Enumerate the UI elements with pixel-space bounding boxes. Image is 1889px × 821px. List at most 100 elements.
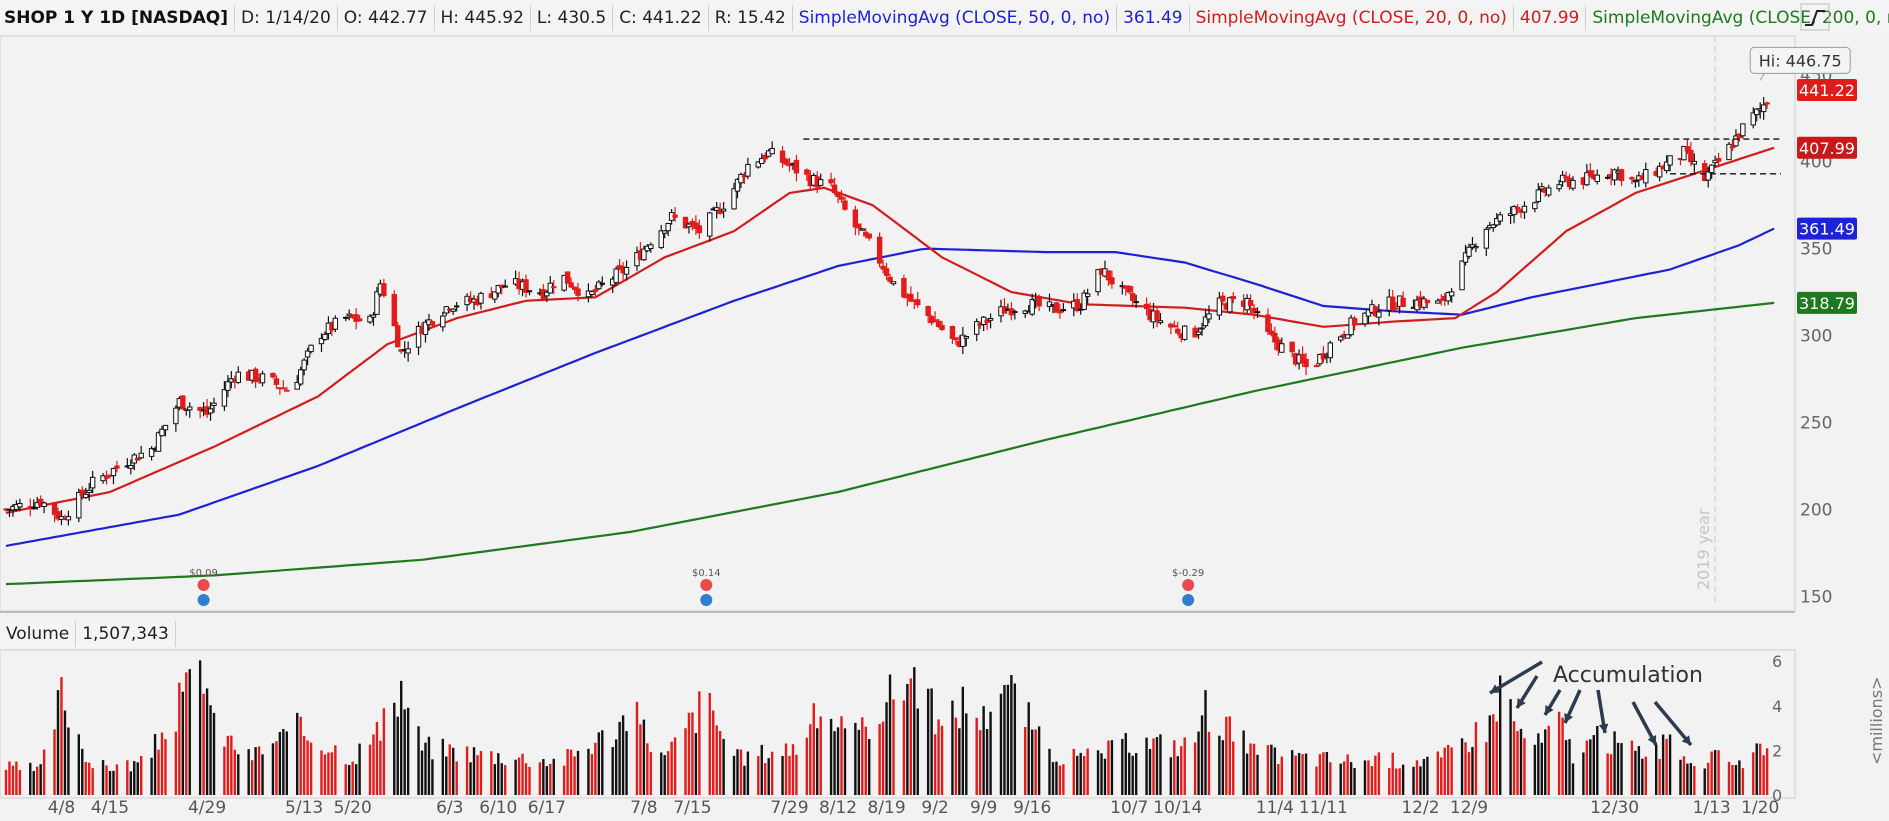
candle: [1001, 306, 1008, 314]
candle: [1126, 285, 1132, 293]
candle: [589, 291, 595, 295]
candle: [738, 173, 744, 184]
candle: [1487, 224, 1493, 229]
sma50-label[interactable]: SimpleMovingAvg (CLOSE, 50, 0, no): [793, 4, 1118, 31]
candle: [713, 207, 720, 211]
candle: [540, 289, 547, 300]
price-tick-label: 300: [1800, 327, 1832, 347]
candle: [599, 282, 605, 285]
sma200-label[interactable]: SimpleMovingAvg (CLOSE, 200, 0, no): [1586, 5, 1889, 31]
candle: [65, 516, 72, 521]
candle: [1566, 177, 1573, 188]
candle: [1497, 214, 1503, 222]
candle: [1462, 252, 1469, 263]
candle: [450, 308, 456, 312]
candle: [977, 323, 983, 326]
candle: [429, 321, 436, 326]
symbol-label[interactable]: SHOP 1 Y 1D [NASDAQ]: [0, 4, 236, 31]
candle: [1584, 172, 1590, 186]
candle: [1760, 104, 1767, 113]
candle: [1171, 325, 1178, 328]
candle: [301, 359, 307, 371]
candle: [1702, 163, 1708, 182]
dividend-icon: [700, 579, 713, 591]
candle: [544, 291, 550, 297]
candle: [1296, 354, 1302, 364]
candle: [1147, 308, 1153, 321]
candle: [1518, 209, 1524, 213]
candle: [1098, 268, 1105, 275]
candle: [596, 281, 602, 290]
candle: [1764, 102, 1770, 105]
candle: [124, 465, 131, 468]
annotation-arrowhead: [1598, 723, 1609, 733]
candle: [41, 502, 47, 507]
candle: [318, 337, 325, 345]
candle: [114, 465, 120, 469]
candle: [1736, 133, 1743, 139]
candle: [1279, 343, 1285, 353]
sma20-value: 407.99: [1514, 4, 1587, 31]
earnings-icon: [197, 594, 210, 606]
x-tick-label: 5/20: [334, 798, 372, 818]
candle: [1396, 295, 1403, 307]
candle: [814, 176, 820, 188]
high-callout-pointer: [1759, 73, 1765, 81]
candle: [343, 316, 349, 319]
candle: [1313, 365, 1320, 368]
candle: [381, 283, 387, 297]
candle: [960, 334, 966, 347]
x-tick-label: 9/2: [921, 798, 948, 818]
chart-style-icon[interactable]: [1800, 3, 1830, 31]
price-badge-label: 318.79: [1799, 294, 1855, 313]
x-tick-label: 10/7: [1110, 798, 1148, 818]
candle: [1390, 296, 1396, 311]
candle: [831, 184, 838, 194]
candle: [1327, 342, 1334, 359]
candle: [516, 278, 522, 290]
annotation-arrowhead: [1647, 735, 1657, 745]
candle: [828, 179, 834, 184]
candle: [1643, 169, 1649, 184]
x-tick-label: 11/4: [1256, 798, 1294, 818]
sma20-label[interactable]: SimpleMovingAvg (CLOSE, 20, 0, no): [1190, 4, 1514, 31]
x-tick-label: 4/8: [48, 798, 75, 818]
candle: [1729, 146, 1736, 149]
candle: [1036, 296, 1042, 307]
candle: [1154, 310, 1160, 321]
sma200-line: [5, 301, 1775, 586]
candle: [856, 223, 862, 229]
candle: [908, 293, 914, 302]
candle: [956, 340, 963, 347]
candle: [637, 250, 644, 260]
candle: [1320, 353, 1327, 360]
candle: [1677, 158, 1684, 161]
candle: [765, 150, 772, 157]
annotation-arrow: [1489, 660, 1543, 695]
candle: [519, 281, 526, 290]
candle: [1681, 145, 1687, 161]
candle: [613, 268, 619, 284]
candle: [1546, 187, 1552, 196]
candle: [297, 369, 304, 385]
candle: [27, 506, 33, 509]
x-tick-label: 8/12: [819, 798, 857, 818]
x-tick-label: 9/16: [1013, 798, 1051, 818]
candle: [1445, 292, 1451, 302]
candle: [1466, 246, 1472, 257]
candle: [1653, 171, 1659, 176]
candle: [467, 297, 474, 303]
candle: [131, 454, 137, 464]
candle: [859, 228, 865, 231]
candle: [1227, 297, 1233, 313]
candle: [401, 349, 408, 352]
candle: [876, 236, 883, 264]
candle: [349, 314, 356, 319]
candle: [1636, 175, 1642, 181]
candle: [1521, 205, 1528, 213]
sma50-value: 361.49: [1117, 4, 1190, 31]
candle: [817, 179, 824, 186]
candle: [887, 276, 893, 282]
volume-tick-label: 2: [1772, 741, 1782, 760]
